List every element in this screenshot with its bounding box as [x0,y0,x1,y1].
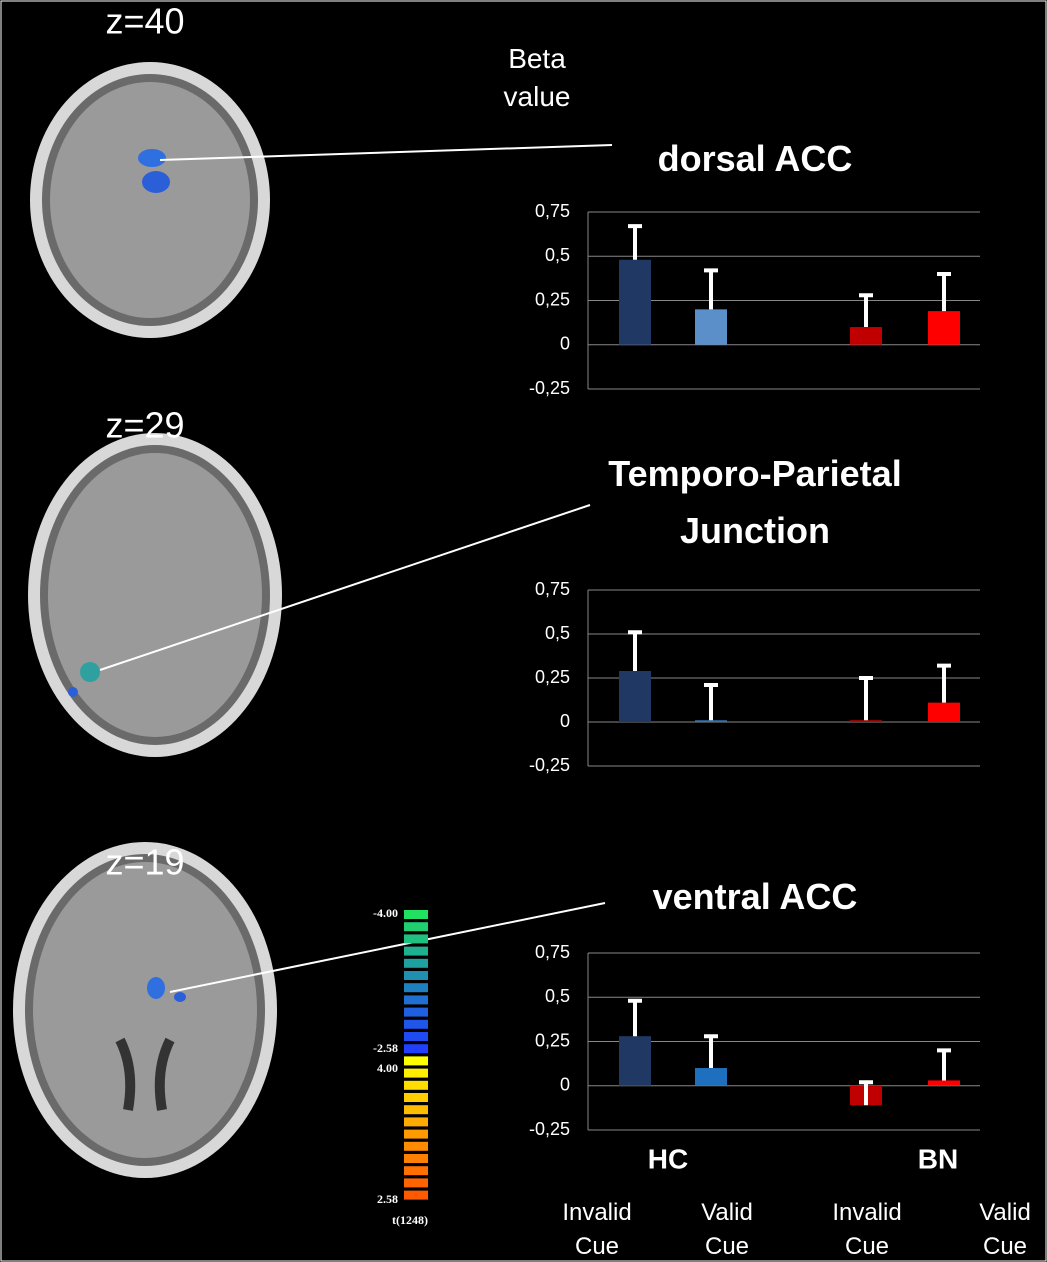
y-tick-label: 0,25 [535,289,570,309]
error-bar [937,1050,951,1080]
activation [174,992,186,1002]
y-tick-label: 0 [560,711,570,731]
x-tick-label: Invalid Cue [557,1196,637,1262]
activation [80,662,100,682]
bar [695,1068,727,1086]
chart-title: Temporo-Parietal Junction [555,445,955,559]
y-tick-label: 0,25 [535,667,570,687]
colorbar-swatch [404,1093,428,1102]
y-tick-label: 0,75 [535,942,570,962]
slice-label: z=40 [105,1,184,42]
colorbar-swatch [404,1105,428,1114]
colorbar-swatch [404,1044,428,1053]
colorbar-swatch [404,1069,428,1078]
error-bar [628,632,642,671]
bar [928,703,960,722]
colorbar-swatch [404,1008,428,1017]
colorbar-swatch [404,1178,428,1187]
colorbar-stat: t(1248) [392,1213,428,1227]
bar [619,1036,651,1086]
chart-title: ventral ACC [555,868,955,925]
colorbar-label: -4.00 [373,906,398,920]
colorbar-swatch [404,947,428,956]
colorbar-swatch [404,934,428,943]
group-label: HC [648,1143,688,1174]
colorbar-label: -2.58 [373,1041,398,1055]
chart: z=40 z=29 z=19 -4.00 -2.58 4.00 2.58 t(1… [0,0,1047,1262]
activation [138,149,166,167]
bar [695,309,727,344]
colorbar-swatch [404,1056,428,1065]
x-tick-label: Invalid Cue [827,1196,907,1262]
colorbar-swatch [404,971,428,980]
y-tick-label: 0,75 [535,579,570,599]
y-tick-label: 0,5 [545,986,570,1006]
y-tick-label: 0,5 [545,245,570,265]
bar [850,720,882,722]
colorbar-swatch [404,1081,428,1090]
x-tick-label: Valid Cue [965,1196,1045,1262]
error-bar [704,685,718,720]
colorbar-swatch [404,1117,428,1126]
error-bar [704,270,718,309]
colorbar-label: 2.58 [377,1192,398,1206]
colorbar-swatch [404,1130,428,1139]
error-bar [859,678,873,720]
x-tick-label: Valid Cue [687,1196,767,1262]
bar [928,1080,960,1085]
bar [619,671,651,722]
brain-slices [13,62,282,1178]
slice-label: z=29 [105,405,184,446]
brain-tissue [33,862,257,1158]
colorbar-swatch [404,1191,428,1200]
activation [142,171,170,193]
y-tick-label: 0,75 [535,201,570,221]
error-bar [937,274,951,311]
bar [695,720,727,722]
activation [147,977,165,999]
chart-title: dorsal ACC [555,130,955,187]
colorbar-swatch [404,1032,428,1041]
y-tick-label: 0,25 [535,1030,570,1050]
y-tick-label: -0,25 [529,378,570,398]
y-tick-label: 0 [560,334,570,354]
colorbar-swatch [404,959,428,968]
error-bar [704,1036,718,1068]
brain-tissue [50,82,250,318]
colorbar-swatch [404,1166,428,1175]
brain-tissue [48,453,262,737]
figure: z=40 z=29 z=19 -4.00 -2.58 4.00 2.58 t(1… [0,0,1047,1262]
colorbar-swatch [404,910,428,919]
bar [619,260,651,345]
y-tick-label: 0 [560,1075,570,1095]
colorbar-swatch [404,983,428,992]
activation [68,687,78,697]
colorbar-label: 4.00 [377,1061,398,1075]
y-tick-label: -0,25 [529,1119,570,1139]
colorbar-swatch [404,1020,428,1029]
bar [928,311,960,345]
slice-label: z=19 [105,842,184,883]
y-tick-label: -0,25 [529,755,570,775]
group-label: BN [918,1143,958,1174]
colorbar-swatch [404,922,428,931]
colorbar-swatch [404,1142,428,1151]
error-bar [859,295,873,327]
error-bar [628,226,642,260]
bar [850,327,882,345]
colorbar-swatch [404,1154,428,1163]
error-bar [937,666,951,703]
axis-label: Beta value [497,40,577,116]
error-bar [628,1001,642,1036]
y-tick-label: 0,5 [545,623,570,643]
colorbar-swatch [404,995,428,1004]
